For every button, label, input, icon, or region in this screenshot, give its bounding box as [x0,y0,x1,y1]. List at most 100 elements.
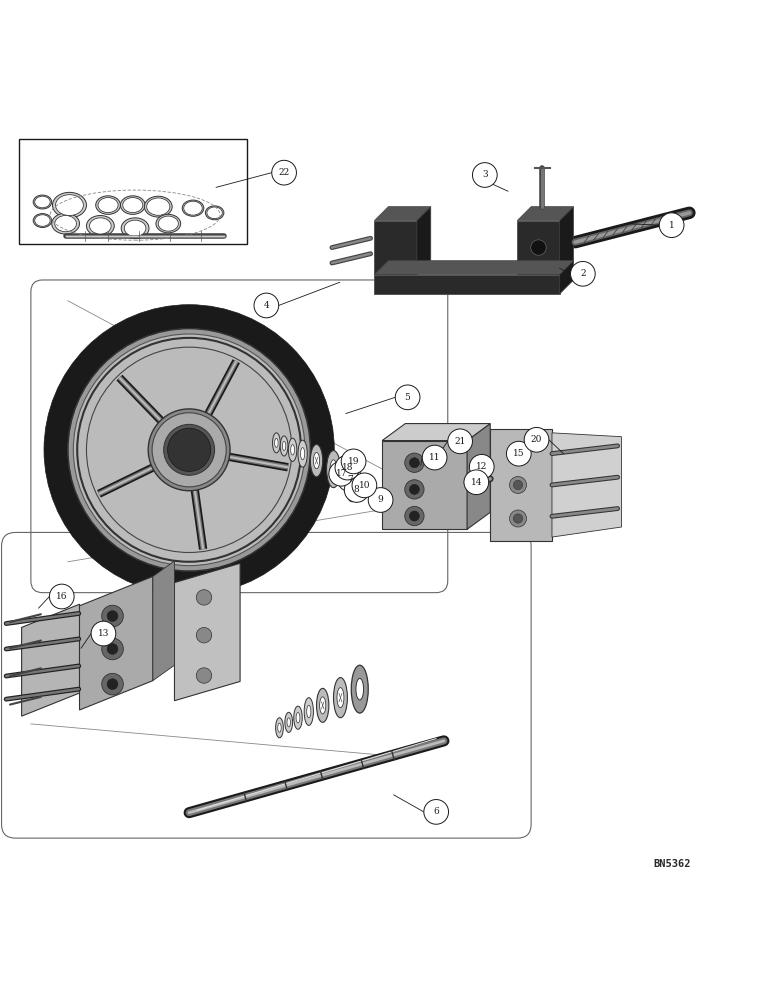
Ellipse shape [300,448,305,460]
Polygon shape [374,207,431,221]
Text: 6: 6 [433,807,439,816]
Ellipse shape [120,196,145,214]
Ellipse shape [158,216,178,231]
Circle shape [524,427,549,452]
Text: 19: 19 [348,457,359,466]
Ellipse shape [33,195,52,209]
Circle shape [352,473,377,498]
Polygon shape [517,207,574,221]
Ellipse shape [123,198,143,213]
Ellipse shape [98,198,118,213]
Ellipse shape [102,638,124,660]
Ellipse shape [276,718,283,738]
Circle shape [49,584,74,609]
Bar [19,139,247,244]
Circle shape [337,467,362,492]
Ellipse shape [409,458,419,468]
Text: 14: 14 [471,478,482,487]
Ellipse shape [289,438,296,461]
Ellipse shape [513,514,523,523]
Ellipse shape [35,196,50,208]
Circle shape [168,428,211,471]
Circle shape [73,334,305,566]
Ellipse shape [298,440,307,467]
Ellipse shape [530,240,546,255]
Circle shape [91,621,116,646]
Text: 11: 11 [429,453,440,462]
Text: 7: 7 [347,475,353,484]
Ellipse shape [306,705,311,718]
Text: BN5362: BN5362 [653,859,690,869]
Ellipse shape [296,712,300,723]
Polygon shape [382,424,490,441]
Circle shape [368,488,393,512]
Polygon shape [374,275,560,294]
Ellipse shape [330,460,337,478]
Ellipse shape [278,723,281,732]
Ellipse shape [317,688,329,722]
Ellipse shape [107,644,118,654]
Circle shape [164,424,215,475]
Ellipse shape [285,712,293,732]
Ellipse shape [409,484,419,494]
Polygon shape [374,261,574,275]
Ellipse shape [409,511,419,521]
Ellipse shape [182,200,204,216]
Polygon shape [374,221,417,275]
Polygon shape [560,207,574,275]
Polygon shape [517,221,560,275]
Ellipse shape [287,718,290,727]
Circle shape [448,429,472,454]
Ellipse shape [96,196,120,214]
Circle shape [329,461,354,486]
Ellipse shape [273,433,280,453]
Ellipse shape [513,480,523,490]
Ellipse shape [405,506,424,526]
Polygon shape [490,429,552,541]
Ellipse shape [344,457,360,502]
Ellipse shape [121,218,149,239]
Ellipse shape [55,216,76,232]
Circle shape [254,293,279,318]
Ellipse shape [510,510,527,527]
Ellipse shape [205,206,224,220]
Circle shape [506,441,531,466]
Polygon shape [417,207,431,275]
Circle shape [571,261,595,286]
Text: 20: 20 [531,435,542,444]
Circle shape [659,213,684,238]
Circle shape [469,454,494,479]
Ellipse shape [124,220,146,236]
Text: 12: 12 [476,462,487,471]
Ellipse shape [147,198,170,215]
Ellipse shape [510,476,527,493]
Ellipse shape [513,447,523,456]
Text: 18: 18 [342,463,353,472]
Polygon shape [382,441,467,529]
Ellipse shape [207,207,222,219]
Polygon shape [467,424,490,529]
Text: 16: 16 [56,592,67,601]
Text: 4: 4 [263,301,269,310]
Ellipse shape [510,443,527,460]
Text: 13: 13 [98,629,109,638]
Polygon shape [80,576,153,710]
Ellipse shape [107,679,118,690]
Polygon shape [560,261,574,294]
Ellipse shape [337,688,344,708]
Circle shape [44,305,334,595]
Ellipse shape [334,678,347,718]
Text: 1: 1 [669,221,675,230]
Ellipse shape [327,451,340,488]
Circle shape [152,413,226,487]
Ellipse shape [102,673,124,695]
Polygon shape [552,433,621,537]
Text: 21: 21 [455,437,466,446]
Ellipse shape [196,627,212,643]
Ellipse shape [33,214,52,227]
Circle shape [422,445,447,470]
Circle shape [68,329,310,571]
Ellipse shape [52,213,80,234]
Circle shape [272,160,296,185]
Text: 8: 8 [354,485,360,494]
